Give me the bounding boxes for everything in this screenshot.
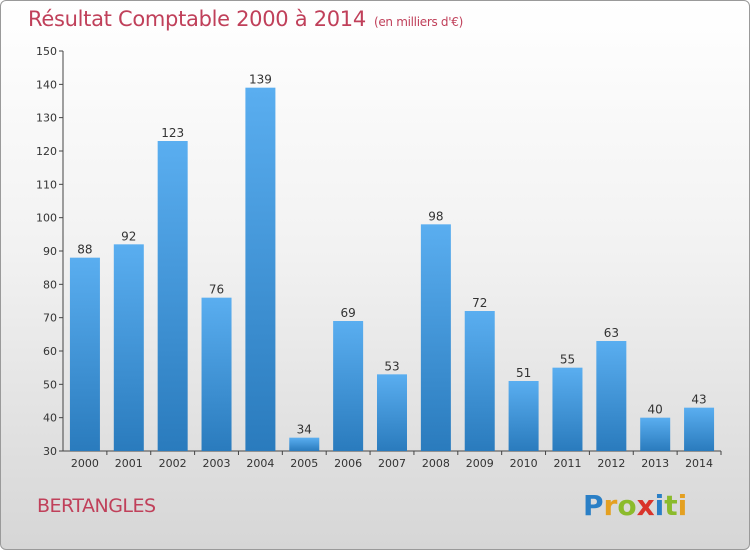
logo-letter: P xyxy=(583,489,604,522)
bar-2014 xyxy=(684,407,715,451)
bar-2004 xyxy=(245,87,276,452)
data-label: 34 xyxy=(297,423,312,437)
chart-title-text: Résultat Comptable 2000 à 2014 xyxy=(28,7,366,31)
data-label: 98 xyxy=(428,209,443,223)
bar-2013 xyxy=(640,417,671,451)
data-label: 88 xyxy=(77,243,92,257)
bar-2001 xyxy=(113,244,144,451)
chart-title: Résultat Comptable 2000 à 2014 (en millie… xyxy=(28,7,463,31)
bar-2000 xyxy=(69,257,100,451)
data-label: 43 xyxy=(691,393,706,407)
logo-letter: x xyxy=(636,489,655,522)
x-tick-label: 2000 xyxy=(71,457,99,470)
data-label: 92 xyxy=(121,229,136,243)
data-label: 40 xyxy=(648,403,663,417)
chart-bars xyxy=(69,87,715,452)
y-tick-label: 40 xyxy=(43,412,57,425)
x-tick-label: 2005 xyxy=(290,457,318,470)
proxiti-logo: Proxiti xyxy=(583,489,687,522)
bar-2006 xyxy=(333,321,364,451)
data-label: 123 xyxy=(161,126,184,140)
x-tick-label: 2003 xyxy=(203,457,231,470)
x-tick-label: 2011 xyxy=(553,457,581,470)
y-tick-label: 50 xyxy=(43,378,57,391)
y-tick-label: 110 xyxy=(36,178,57,191)
x-tick-label: 2012 xyxy=(597,457,625,470)
y-tick-label: 130 xyxy=(36,112,57,125)
data-label: 51 xyxy=(516,366,531,380)
bar-2012 xyxy=(596,341,627,451)
bar-2003 xyxy=(201,297,232,451)
logo-letter: i xyxy=(677,489,688,522)
logo-letter: t xyxy=(664,489,678,522)
x-tick-label: 2001 xyxy=(115,457,143,470)
data-label: 72 xyxy=(472,296,487,310)
data-label: 69 xyxy=(340,306,355,320)
bar-2007 xyxy=(377,374,407,451)
data-label: 55 xyxy=(560,353,575,367)
y-tick-label: 150 xyxy=(36,45,57,58)
logo-letter: o xyxy=(617,489,637,522)
y-tick-label: 100 xyxy=(36,212,57,225)
x-tick-label: 2009 xyxy=(466,457,494,470)
bar-2008 xyxy=(420,224,451,451)
y-tick-label: 140 xyxy=(36,78,57,91)
chart-value-labels: 88 92 123 76 139 34 69 53 98 72 51 55 63 40 43 xyxy=(77,73,706,437)
logo-letter: r xyxy=(603,489,618,522)
y-tick-label: 80 xyxy=(43,278,57,291)
y-tick-label: 70 xyxy=(43,312,57,325)
data-label: 76 xyxy=(209,283,224,297)
data-label: 63 xyxy=(604,326,619,340)
bar-2002 xyxy=(157,141,188,451)
y-tick-label: 60 xyxy=(43,345,57,358)
x-tick-label: 2008 xyxy=(422,457,450,470)
data-label: 139 xyxy=(249,73,272,87)
x-tick-label: 2007 xyxy=(378,457,406,470)
y-tick-label: 30 xyxy=(43,445,57,458)
bar-2005 xyxy=(289,437,320,451)
x-tick-label: 2010 xyxy=(510,457,538,470)
bar-2010 xyxy=(508,381,539,451)
logo-letter: i xyxy=(654,489,665,522)
data-label: 53 xyxy=(384,359,399,373)
chart-axes: 30 40 50 60 70 80 90 100 110 120 130 140 150 2000 2001… xyxy=(36,45,722,470)
x-tick-label: 2013 xyxy=(641,457,669,470)
bar-2011 xyxy=(552,367,583,451)
x-tick-label: 2004 xyxy=(246,457,274,470)
y-tick-label: 120 xyxy=(36,145,57,158)
bar-2009 xyxy=(464,311,495,451)
x-tick-label: 2002 xyxy=(159,457,187,470)
x-tick-label: 2014 xyxy=(685,457,713,470)
x-tick-label: 2006 xyxy=(334,457,362,470)
place-name: BERTANGLES xyxy=(37,495,156,517)
y-tick-label: 90 xyxy=(43,245,57,258)
chart-unit-note: (en milliers d'€) xyxy=(373,15,463,29)
